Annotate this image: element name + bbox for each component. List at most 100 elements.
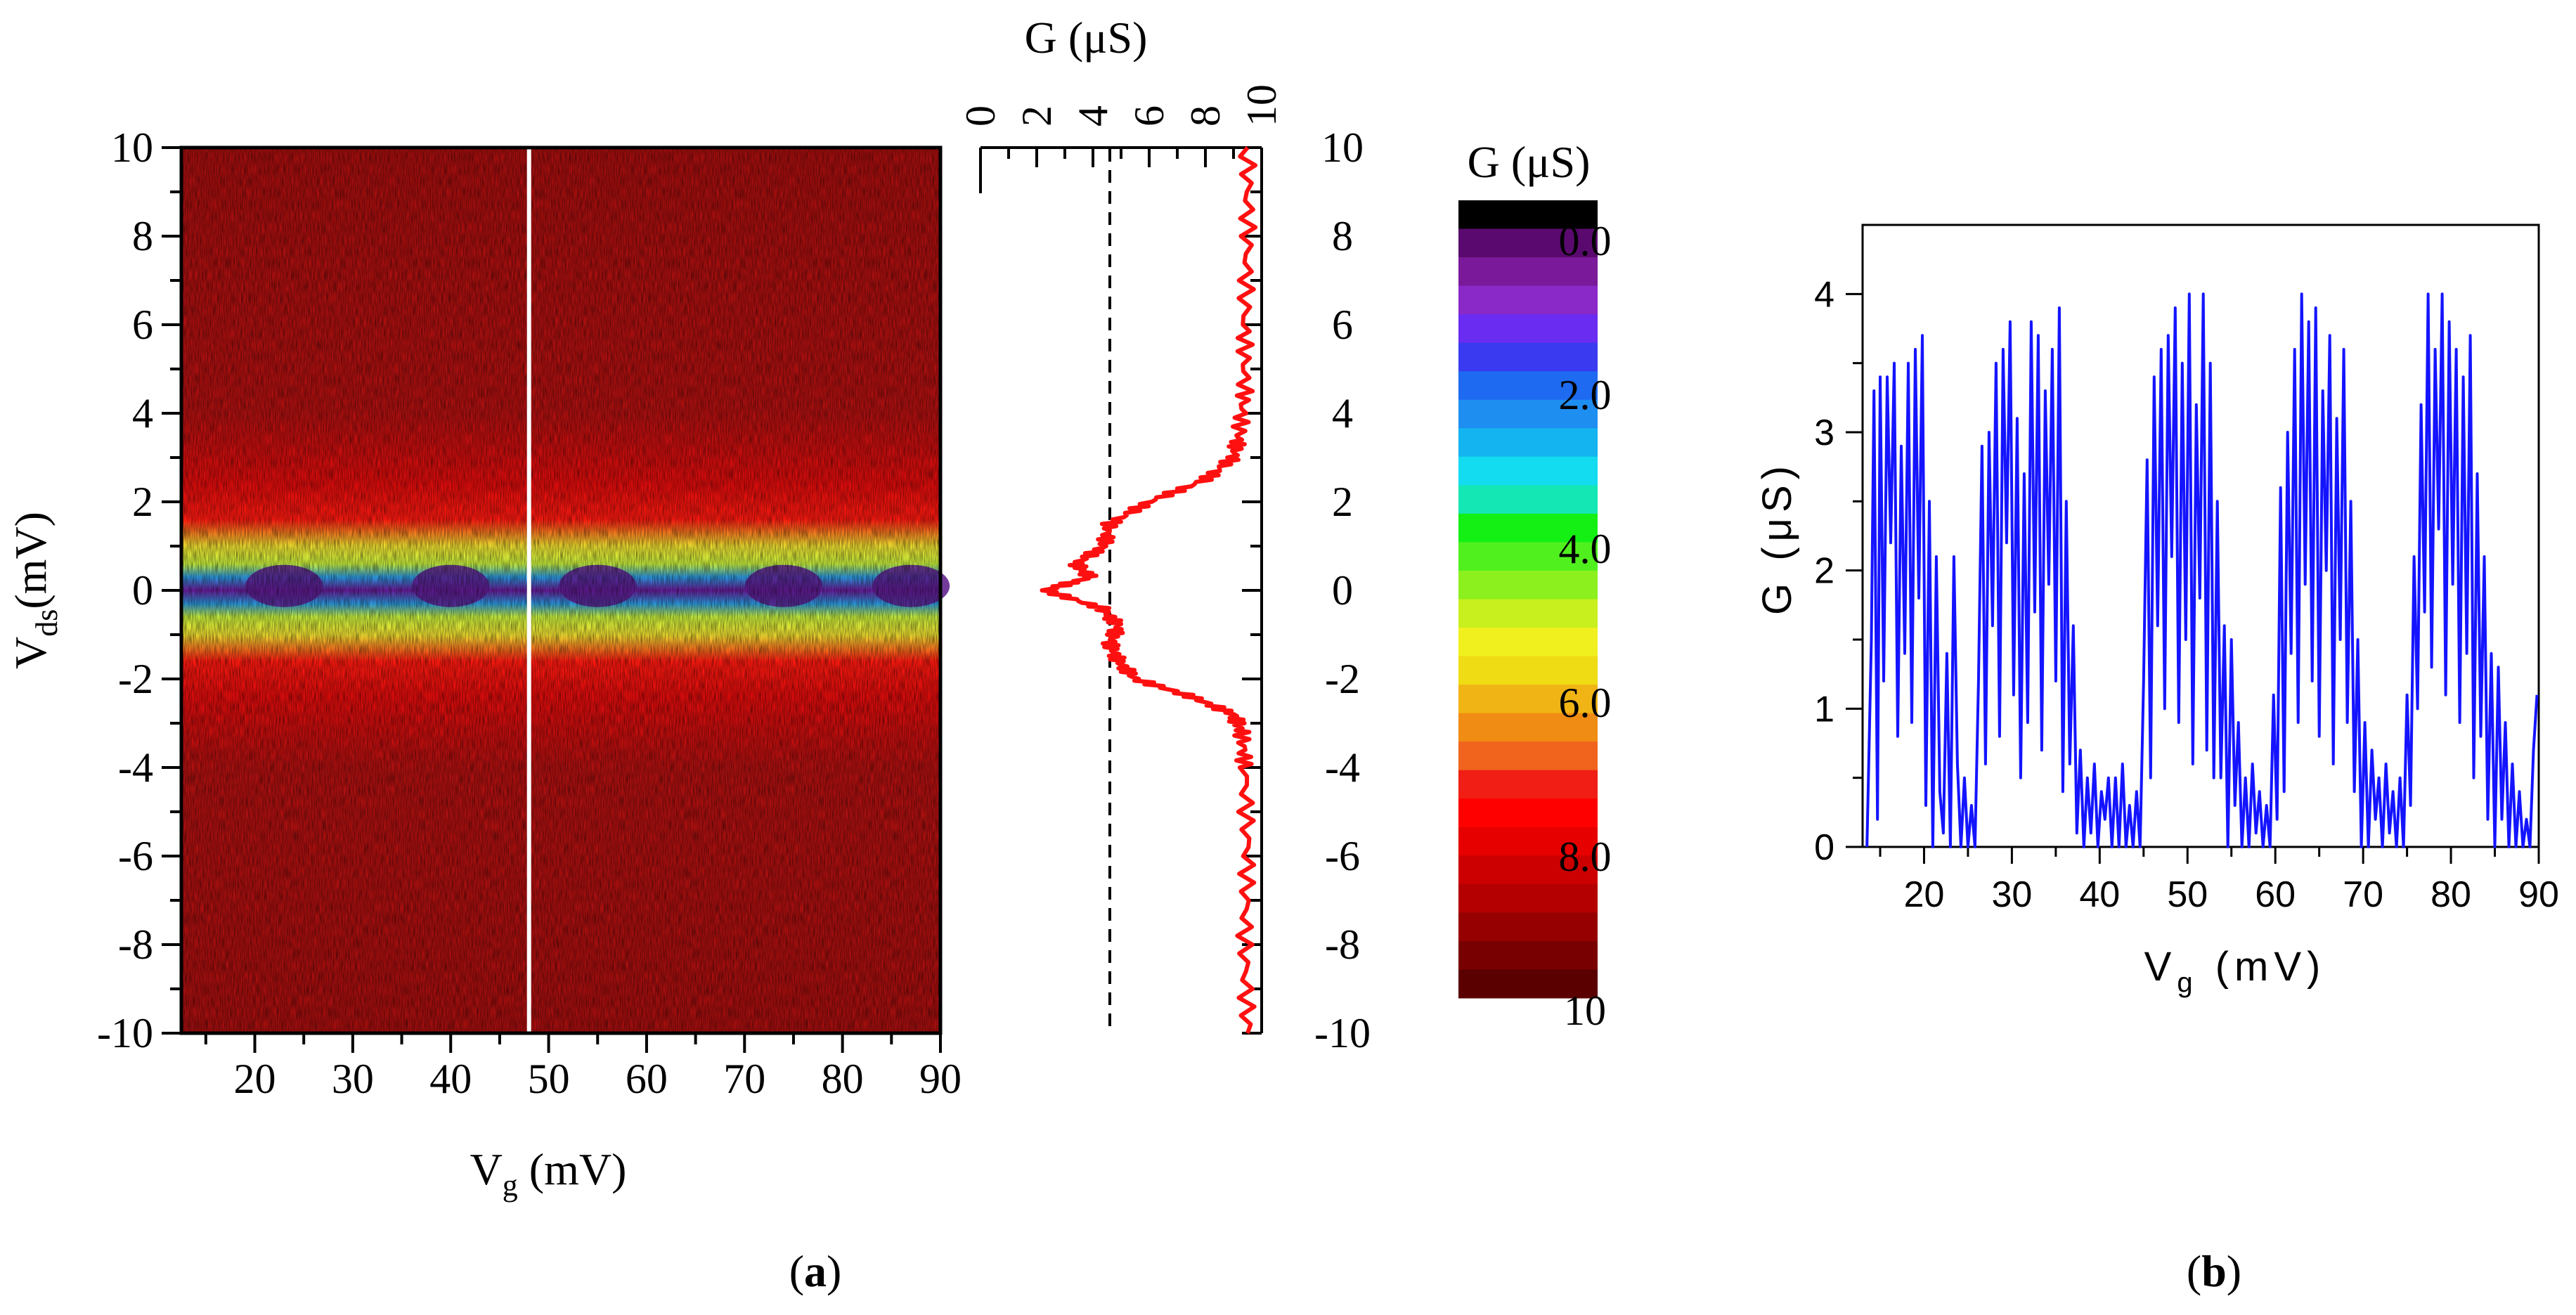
colorbar-swatch — [1458, 456, 1598, 486]
linecut-right-tick-label: -6 — [1325, 833, 1360, 879]
heatmap-y-tick-label: 2 — [132, 479, 153, 525]
panel-b-y-tick-label: 1 — [1814, 689, 1834, 730]
linecut-right-tick-label: 2 — [1332, 479, 1353, 525]
colorbar-swatch — [1458, 969, 1598, 999]
linecut-right-tick-label: -2 — [1325, 656, 1360, 702]
panel-b-x-tick-label: 80 — [2431, 874, 2471, 915]
colorbar-swatch — [1458, 513, 1598, 543]
linecut-top-tick-label: 2 — [1014, 105, 1060, 127]
caption-b: (b) — [2187, 1246, 2241, 1296]
panel-b-y-tick-label: 0 — [1814, 827, 1834, 868]
linecut-top-tick-label: 6 — [1126, 105, 1172, 127]
heatmap-y-ticks: -10 -8 -6 -4 -2 0 2 4 6 8 10 — [97, 124, 181, 1056]
colorbar-swatch — [1458, 342, 1598, 372]
heatmap-x-tick-label: 30 — [332, 1056, 374, 1102]
heatmap-y-tick-label: -6 — [118, 833, 153, 879]
linecut-top-tick-label: 8 — [1182, 105, 1229, 127]
linecut-right-tick-label: 6 — [1332, 302, 1353, 348]
colorbar-swatch — [1458, 570, 1598, 600]
heatmap-x-tick-label: 50 — [528, 1056, 570, 1102]
colorbar-swatch — [1458, 371, 1598, 401]
heatmap-x-tick-label: 90 — [919, 1056, 962, 1102]
linecut-right-tick-label: 4 — [1332, 390, 1353, 436]
colorbar-swatch — [1458, 685, 1598, 714]
panel-b-y-tick-label: 4 — [1814, 274, 1834, 315]
colorbar-label: 0.0 — [1559, 218, 1612, 264]
heatmap-y-tick-label: -2 — [118, 656, 153, 702]
linecut-title: G (μS) — [1025, 13, 1148, 63]
colorbar-swatch — [1458, 228, 1598, 258]
heatmap-y-tick-label: 0 — [132, 567, 153, 614]
heatmap-x-ticks: 20 30 40 50 60 70 80 90 — [204, 1033, 962, 1102]
colorbar-swatch — [1458, 599, 1598, 628]
colorbar-swatch — [1458, 200, 1598, 230]
colorbar-label: 4.0 — [1559, 526, 1612, 572]
colorbar-swatch — [1458, 798, 1598, 828]
colorbar: G (μS) 0.0 2.0 4.0 6.0 8.0 10 — [1458, 137, 1612, 1034]
panel-b-x-tick-label: 20 — [1904, 874, 1945, 915]
panel-b-x-tick-label: 50 — [2167, 874, 2208, 915]
heatmap-x-tick-label: 40 — [429, 1056, 472, 1102]
heatmap-y-tick-label: 10 — [111, 124, 153, 171]
panel-b-y-tick-label: 3 — [1814, 413, 1834, 453]
heatmap-x-tick-label: 60 — [626, 1056, 668, 1102]
colorbar-swatch — [1458, 940, 1598, 970]
heatmap-noise — [181, 148, 940, 1033]
panel-b-x-tick-label: 40 — [2079, 874, 2120, 915]
panel-b-frame — [1861, 224, 2540, 848]
heatmap-x-tick-label: 80 — [822, 1056, 864, 1102]
linecut-right-tick-label: 8 — [1332, 213, 1353, 259]
heatmap-y-tick-label: 6 — [132, 302, 153, 348]
linecut-right-tick-label: -4 — [1325, 744, 1360, 791]
heatmap-y-tick-label: 8 — [132, 213, 153, 259]
linecut-top-tick-label: 0 — [957, 105, 1004, 127]
heatmap-x-tick-label: 20 — [234, 1056, 276, 1102]
heatmap-y-tick-label: -8 — [118, 921, 153, 968]
colorbar-swatch — [1458, 628, 1598, 657]
colorbar-title: G (μS) — [1468, 137, 1591, 187]
panel-b-x-label: Vg (mV) — [2144, 944, 2326, 998]
colorbar-labels: 0.0 2.0 4.0 6.0 8.0 10 — [1559, 218, 1612, 1034]
linecut-right-tick-label: 0 — [1332, 567, 1353, 614]
panel-b-y-ticks: 0 1 2 3 4 — [1814, 274, 1863, 868]
colorbar-swatch — [1458, 285, 1598, 315]
colorbar-swatch — [1458, 485, 1598, 514]
colorbar-label: 10 — [1564, 987, 1606, 1034]
colorbar-swatch — [1458, 542, 1598, 571]
colorbar-swatch — [1458, 855, 1598, 885]
colorbar-swatch — [1458, 713, 1598, 742]
colorbar-swatch — [1458, 257, 1598, 287]
colorbar-swatch — [1458, 428, 1598, 458]
linecut-top-ticks: 0 2 4 6 8 10 — [957, 84, 1285, 167]
linecut-right-tick-label: -10 — [1314, 1010, 1371, 1056]
colorbar-swatch — [1458, 770, 1598, 799]
colorbar-label: 2.0 — [1559, 372, 1612, 418]
colorbar-swatch — [1458, 656, 1598, 685]
caption-a: (a) — [789, 1246, 842, 1296]
colorbar-swatch — [1458, 741, 1598, 771]
heatmap-y-tick-label: 4 — [132, 390, 153, 436]
colorbar-label: 6.0 — [1559, 680, 1612, 726]
heatmap-x-label: Vg (mV) — [470, 1144, 627, 1203]
colorbar-swatches — [1458, 200, 1598, 999]
colorbar-label: 8.0 — [1559, 834, 1612, 880]
linecut-right-ticks: -10 -8 -6 -4 -2 0 2 4 6 8 10 — [1242, 124, 1371, 1056]
heatmap-panel: 20 30 40 50 60 70 80 90 -10 -8 -6 -4 -2 0 2 4 6 8 10 Vg (… — [6, 124, 962, 1296]
panel-b-x-tick-label: 60 — [2255, 874, 2296, 915]
panel-b: 20 30 40 50 60 70 80 90 0 1 2 3 4 Vg (mV) G (μS) (b… — [1754, 224, 2559, 1296]
linecut-right-tick-label: 10 — [1321, 124, 1364, 171]
panel-b-x-tick-label: 30 — [1991, 874, 2032, 915]
panel-b-y-label: G (μS) — [1754, 460, 1800, 615]
heatmap-y-tick-label: -10 — [97, 1010, 153, 1056]
panel-b-series-line — [1865, 292, 2539, 848]
colorbar-swatch — [1458, 883, 1598, 913]
heatmap-y-tick-label: -4 — [118, 744, 153, 791]
colorbar-swatch — [1458, 314, 1598, 344]
linecut-top-tick-label: 4 — [1070, 105, 1116, 127]
heatmap-x-tick-label: 70 — [723, 1056, 765, 1102]
linecut-series-line — [1040, 146, 1258, 1034]
linecut-top-tick-label: 10 — [1238, 84, 1285, 127]
panel-b-x-tick-label: 90 — [2518, 874, 2559, 915]
